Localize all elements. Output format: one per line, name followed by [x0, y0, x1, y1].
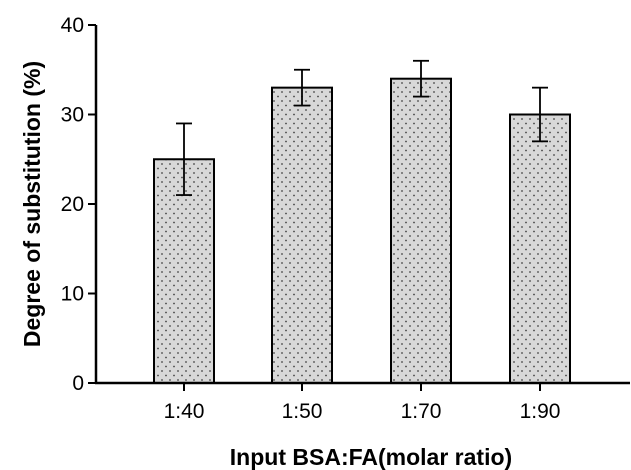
- x-ticks-layer: 1:40 1:50 1:70 1:90: [164, 383, 561, 423]
- x-axis-title: Input BSA:FA(molar ratio): [230, 444, 512, 470]
- y-tick-label: 10: [61, 283, 84, 306]
- bars-layer: [153, 77, 571, 385]
- bar-1-70: [390, 77, 452, 384]
- x-tick-label: 1:90: [520, 400, 561, 423]
- error-bars-layer: [176, 59, 548, 196]
- y-tick-label: 40: [61, 14, 84, 37]
- y-tick-label: 30: [61, 104, 84, 127]
- x-tick-label: 1:70: [401, 400, 442, 423]
- x-tick-label: 1:40: [164, 400, 205, 423]
- bar-1-90: [509, 113, 571, 384]
- bar-1-40: [153, 158, 215, 384]
- y-tick-label: 0: [72, 372, 84, 395]
- y-tick-label: 20: [61, 193, 84, 216]
- bar-1-50: [271, 86, 333, 385]
- x-tick-label: 1:50: [282, 400, 323, 423]
- y-ticks-layer: 0 10 20 30 40: [61, 14, 96, 395]
- y-axis-title: Degree of substitution (%): [19, 61, 45, 347]
